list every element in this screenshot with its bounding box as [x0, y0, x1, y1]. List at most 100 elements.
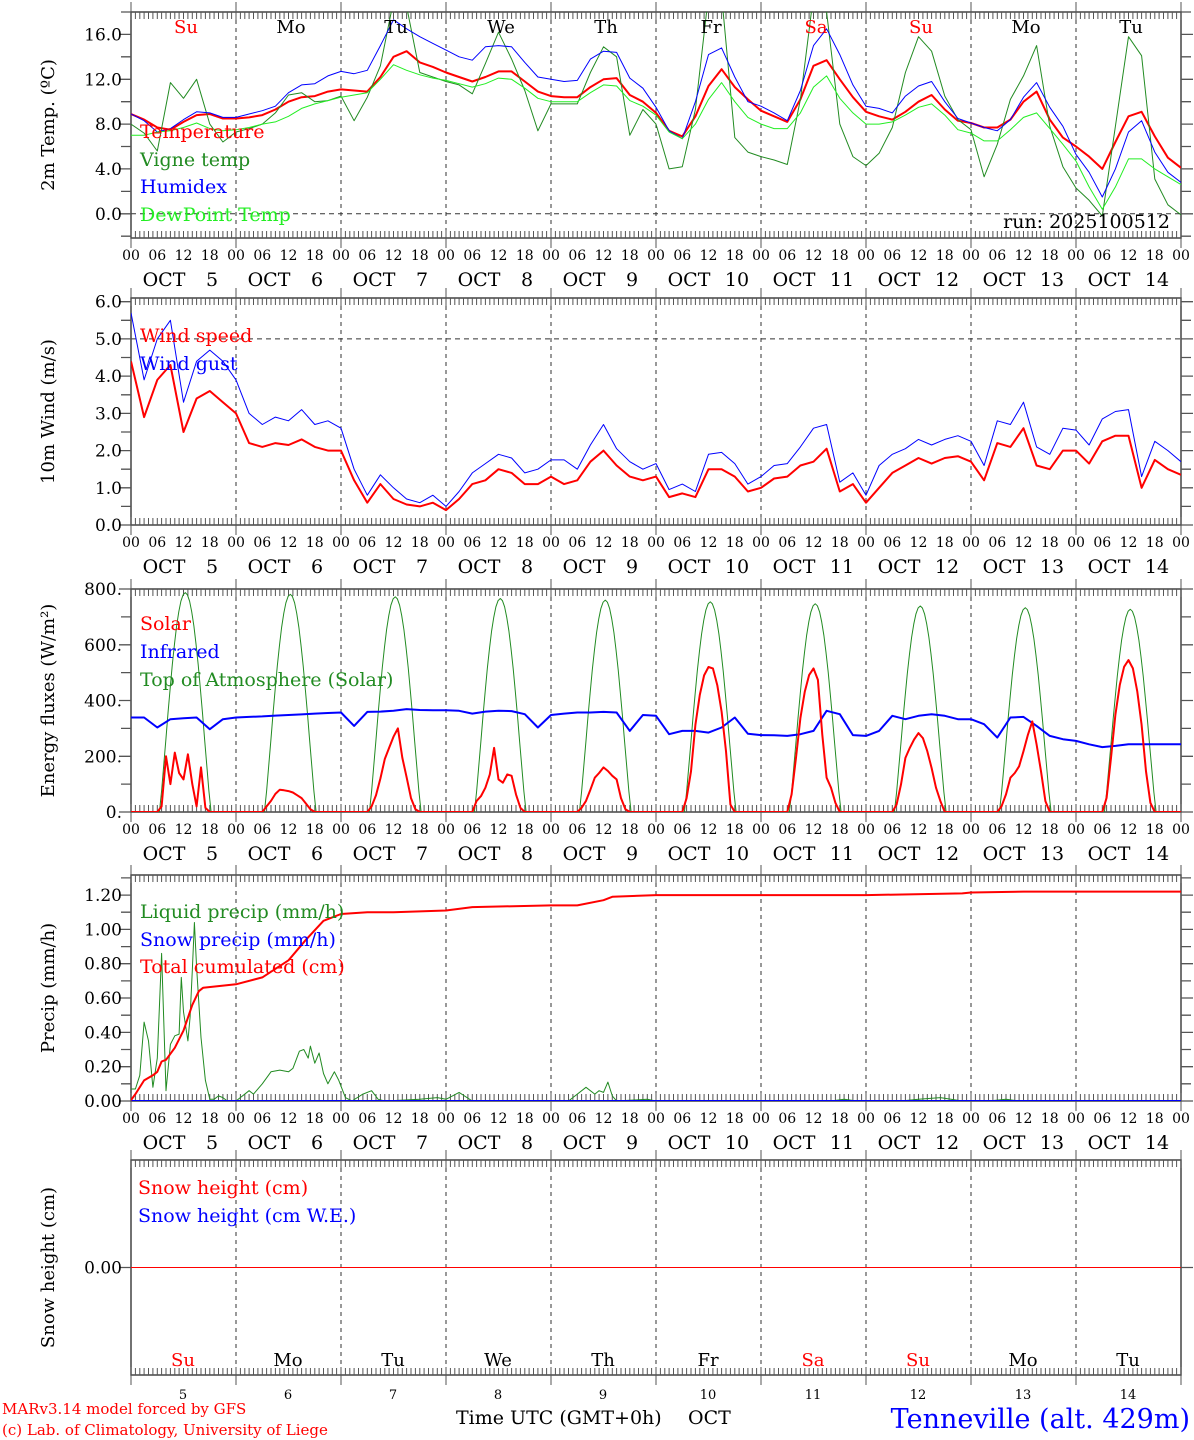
series-group — [131, 592, 1181, 812]
footer-model-line: MARv3.14 model forced by GFS — [2, 1400, 246, 1418]
month-label: OCT — [1088, 269, 1131, 291]
day-of-week-label: Th — [594, 17, 618, 38]
hour-tick-label: 06 — [148, 1111, 166, 1127]
month-label: OCT — [1088, 556, 1131, 578]
hour-tick-label: 12 — [1015, 248, 1033, 264]
hour-tick-label: 00 — [752, 248, 770, 264]
hour-tick-label: 18 — [306, 1111, 324, 1127]
hour-tick-label: 06 — [778, 535, 796, 551]
y-tick-label: 0.40 — [84, 1023, 122, 1043]
hour-tick-label: 12 — [910, 1111, 928, 1127]
y-axis-ticks — [119, 877, 1193, 1102]
hour-tick-label: 06 — [463, 1111, 481, 1127]
y-axis-title: 2m Temp. (ºC) — [38, 59, 59, 191]
series-wind-speed — [131, 361, 1181, 512]
hour-tick-label: 06 — [1093, 248, 1111, 264]
hour-tick-label: 00 — [437, 1111, 455, 1127]
y-axis-ticks — [119, 11, 1193, 237]
hour-tick-label: 12 — [175, 248, 193, 264]
hour-tick-label: 18 — [936, 535, 954, 551]
hour-tick-label: 12 — [1015, 535, 1033, 551]
hour-tick-label: 12 — [1120, 535, 1138, 551]
y-axis-ticks — [119, 588, 1193, 813]
hour-tick-label: 06 — [253, 535, 271, 551]
hour-tick-label: 00 — [437, 248, 455, 264]
day-number-label: 12 — [935, 843, 959, 865]
hour-tick-label: 06 — [253, 248, 271, 264]
hour-tick-label: 00 — [752, 1111, 770, 1127]
hour-tick-label: 00 — [1067, 822, 1085, 838]
day-number-label: 9 — [626, 269, 638, 291]
hour-tick-label: 18 — [1041, 535, 1059, 551]
legend-entry: Wind speed — [140, 325, 252, 347]
day-of-week-label: We — [487, 17, 515, 38]
station-title: Tenneville (alt. 429m) — [891, 1404, 1190, 1435]
hour-tick-label: 06 — [1093, 822, 1111, 838]
day-number-label: 8 — [521, 269, 533, 291]
day-number-label: 10 — [725, 269, 749, 291]
hour-tick-label: 18 — [831, 248, 849, 264]
hour-tick-label: 00 — [122, 1111, 140, 1127]
series-top-of-atmosphere-solar — [131, 592, 1181, 812]
day-number-label: 11 — [830, 1132, 854, 1154]
hour-tick-label: 12 — [385, 535, 403, 551]
day-number-label: 5 — [206, 1132, 218, 1154]
hour-tick-label: 12 — [175, 1111, 193, 1127]
x-axis-ticks — [130, 579, 1182, 822]
hour-tick-label: 06 — [883, 248, 901, 264]
day-number-label: 8 — [494, 1388, 502, 1403]
y-tick-label: 0.00 — [84, 1259, 122, 1279]
hour-tick-label: 18 — [621, 535, 639, 551]
day-number-label: 14 — [1145, 1132, 1169, 1154]
hour-tick-label: 12 — [1015, 1111, 1033, 1127]
month-label: OCT — [353, 556, 396, 578]
hour-tick-label: 06 — [673, 535, 691, 551]
day-of-week-label: Tu — [1119, 17, 1143, 38]
month-label: OCT — [563, 556, 606, 578]
hour-tick-label: 00 — [332, 1111, 350, 1127]
hour-tick-label: 12 — [490, 1111, 508, 1127]
y-tick-label: 0.80 — [84, 955, 122, 975]
day-number-label: 6 — [311, 1132, 323, 1154]
series-dewpoint-temp — [131, 64, 1181, 210]
series-group — [131, 312, 1181, 512]
day-number-label: 7 — [416, 1132, 428, 1154]
footer-credit-line: (c) Lab. of Climatology, University of L… — [2, 1421, 328, 1439]
month-label: OCT — [353, 269, 396, 291]
hour-tick-label: 00 — [1172, 248, 1190, 264]
legend-entry: Solar — [140, 613, 192, 635]
hour-tick-label: 12 — [490, 822, 508, 838]
day-number-label: 7 — [416, 556, 428, 578]
month-label: OCT — [878, 269, 921, 291]
hour-tick-label: 12 — [490, 248, 508, 264]
hour-tick-label: 18 — [936, 1111, 954, 1127]
hour-tick-label: 18 — [201, 822, 219, 838]
legend-entry: Snow precip (mm/h) — [140, 929, 336, 951]
month-label: OCT — [248, 1132, 291, 1154]
month-label: OCT — [983, 556, 1026, 578]
hour-tick-label: 18 — [831, 1111, 849, 1127]
hour-tick-label: 12 — [385, 822, 403, 838]
month-label: OCT — [143, 556, 186, 578]
day-number-label: 14 — [1120, 1388, 1137, 1403]
hour-tick-label: 00 — [122, 535, 140, 551]
month-label: OCT — [878, 1132, 921, 1154]
panel-3: 0. 200. 400. 600. 800. Energy fluxes (W/m²) So… — [38, 579, 1193, 865]
x-axis-ticks — [130, 2, 1182, 248]
y-tick-label: 600. — [84, 636, 122, 656]
day-number-label: 5 — [206, 556, 218, 578]
hour-tick-label: 00 — [962, 248, 980, 264]
series-total-cumulated-cm — [131, 890, 1181, 1101]
hour-tick-label: 12 — [700, 248, 718, 264]
day-of-week-label: Tu — [384, 17, 408, 38]
day-number-label: 11 — [805, 1388, 822, 1403]
hour-tick-label: 00 — [227, 248, 245, 264]
x-axis-ticks — [130, 1150, 1182, 1385]
hour-tick-label: 06 — [988, 1111, 1006, 1127]
hour-tick-label: 12 — [700, 535, 718, 551]
hour-tick-label: 12 — [700, 1111, 718, 1127]
legend-entry: Wind gust — [140, 353, 238, 375]
hour-tick-label: 12 — [700, 822, 718, 838]
day-number-label: 7 — [389, 1388, 397, 1403]
hour-tick-label: 00 — [647, 248, 665, 264]
